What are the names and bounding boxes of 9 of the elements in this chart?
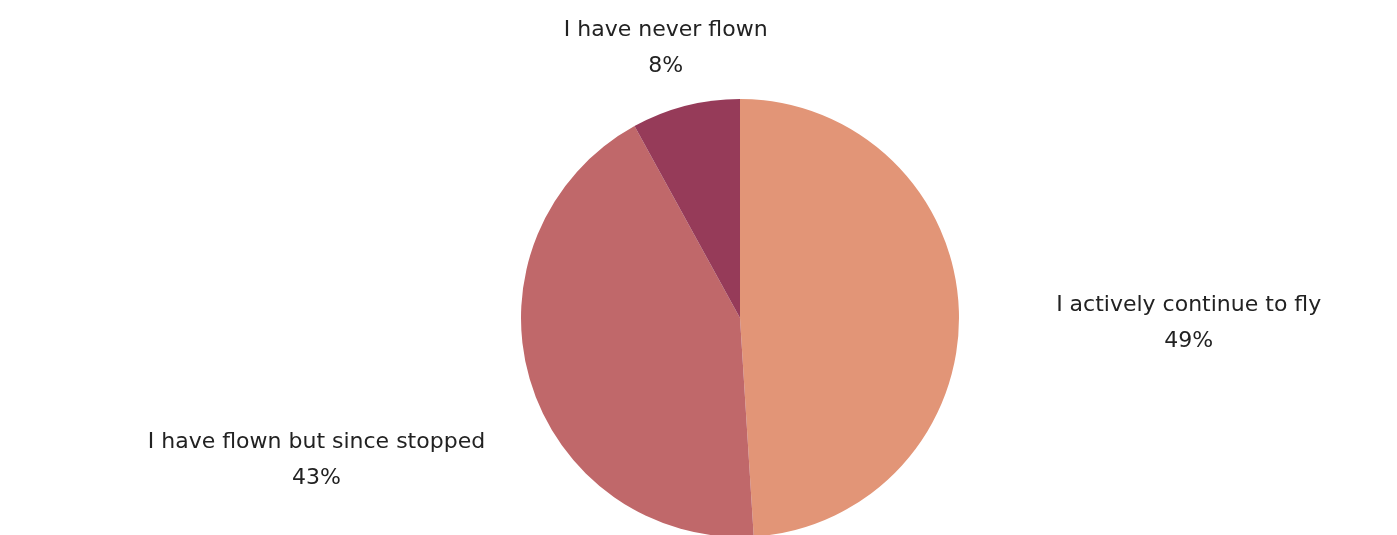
slice-label: I have flown but since stopped — [147, 428, 486, 454]
data-label: 49% — [1164, 326, 1214, 352]
data-label: 43% — [292, 464, 341, 490]
pie-slice — [521, 126, 754, 535]
pie-slice — [740, 99, 959, 535]
data-label: 8% — [648, 51, 684, 77]
slice-label: I have never flown — [563, 15, 768, 41]
slice-label: I actively continue to fly — [1056, 290, 1322, 316]
pie-slice — [634, 99, 740, 318]
